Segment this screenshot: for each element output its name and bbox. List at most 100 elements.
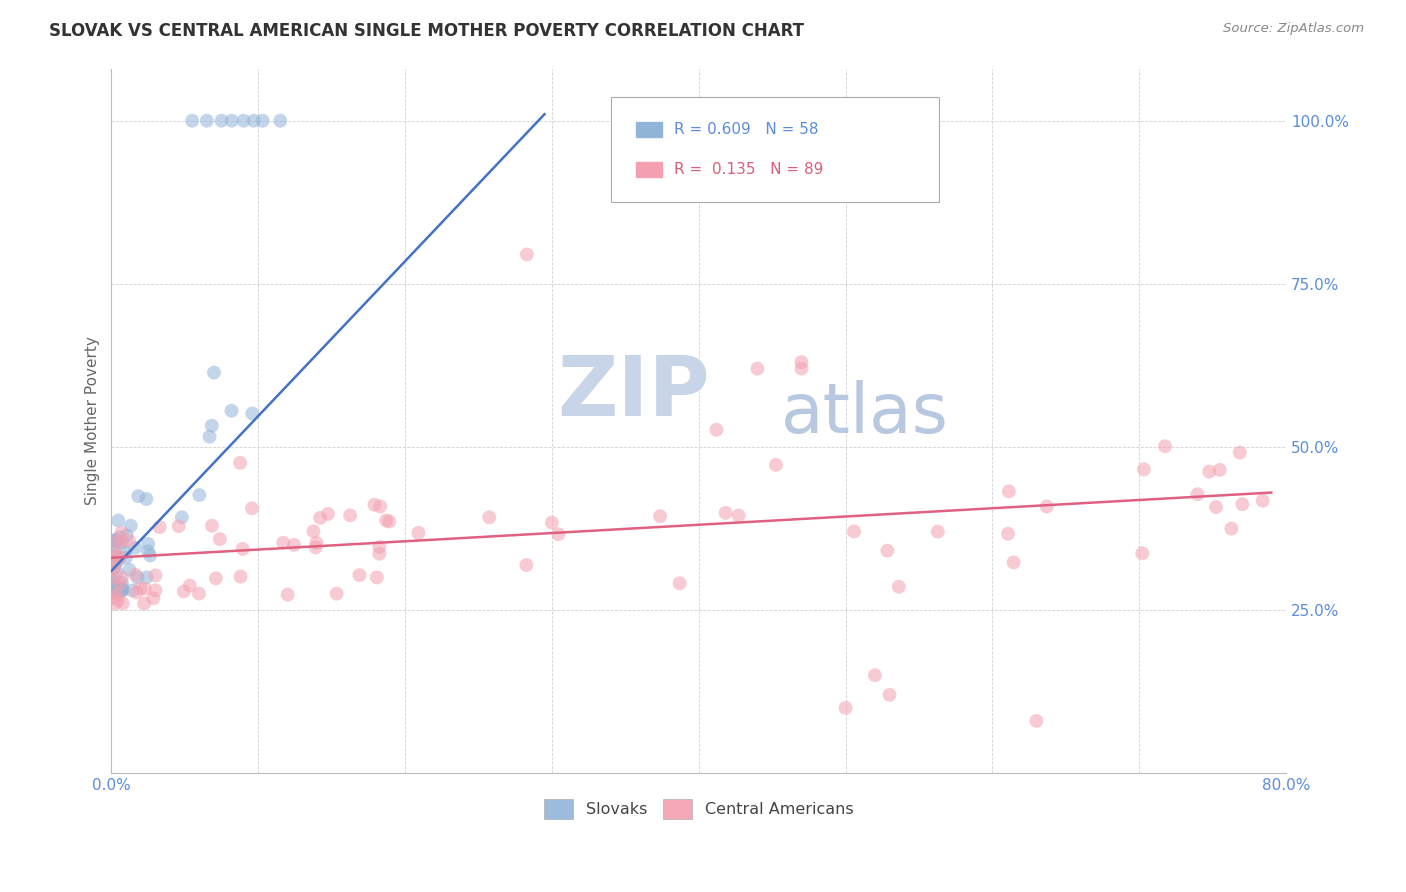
FancyBboxPatch shape — [610, 96, 939, 202]
Point — [1205, 500, 1227, 514]
Point — [876, 543, 898, 558]
Point — [104, 555, 127, 569]
Point — [887, 580, 910, 594]
Point — [104, 579, 127, 593]
Point — [108, 577, 131, 591]
Point — [114, 545, 136, 559]
Point — [727, 508, 749, 523]
Text: Source: ZipAtlas.com: Source: ZipAtlas.com — [1223, 22, 1364, 36]
Point — [105, 588, 128, 602]
Point — [243, 113, 266, 128]
Point — [181, 113, 204, 128]
Point — [188, 488, 211, 502]
Point — [136, 537, 159, 551]
Point — [252, 113, 274, 128]
Point — [127, 489, 149, 503]
Point — [1133, 462, 1156, 476]
Point — [305, 536, 328, 550]
Point — [136, 544, 159, 558]
Point — [1229, 445, 1251, 459]
Point — [790, 361, 813, 376]
Point — [103, 583, 125, 598]
Point — [105, 534, 128, 549]
Point — [179, 578, 201, 592]
Point — [229, 569, 252, 583]
Text: R = 0.609   N = 58: R = 0.609 N = 58 — [673, 122, 818, 136]
Point — [121, 583, 143, 598]
Point — [120, 518, 142, 533]
Point — [368, 500, 391, 514]
Point — [221, 113, 243, 128]
Point — [135, 570, 157, 584]
Point — [104, 597, 127, 611]
Point — [135, 491, 157, 506]
Point — [240, 407, 263, 421]
Point — [668, 576, 690, 591]
Point — [101, 573, 124, 587]
Point — [104, 533, 127, 547]
Point — [111, 582, 134, 596]
Point — [1154, 439, 1177, 453]
Point — [1130, 546, 1153, 560]
Point — [188, 586, 211, 600]
Point — [366, 570, 388, 584]
Point — [173, 584, 195, 599]
Point — [107, 593, 129, 607]
Point — [108, 583, 131, 598]
Point — [115, 528, 138, 542]
Point — [269, 113, 291, 128]
Point — [111, 575, 134, 590]
Point — [115, 550, 138, 565]
Point — [714, 506, 737, 520]
Point — [302, 524, 325, 539]
Point — [368, 540, 391, 554]
Point — [101, 542, 124, 557]
Point — [283, 538, 305, 552]
Point — [204, 571, 226, 585]
Text: atlas: atlas — [780, 380, 949, 447]
Point — [101, 574, 124, 589]
Point — [111, 583, 134, 598]
Point — [378, 515, 401, 529]
Point — [103, 557, 125, 571]
Point — [101, 549, 124, 563]
Point — [129, 582, 152, 596]
Point — [208, 532, 231, 546]
Point — [103, 561, 125, 575]
Point — [863, 668, 886, 682]
Point — [211, 113, 233, 128]
Point — [108, 550, 131, 565]
Point — [309, 511, 332, 525]
Point — [790, 355, 813, 369]
Point — [104, 554, 127, 568]
Point — [125, 585, 148, 599]
Point — [408, 525, 430, 540]
Point — [139, 549, 162, 563]
Point — [325, 587, 347, 601]
Point — [316, 507, 339, 521]
Point — [145, 583, 167, 598]
Point — [927, 524, 949, 539]
Point — [1220, 522, 1243, 536]
Bar — [637, 162, 662, 178]
Point — [1025, 714, 1047, 728]
Point — [107, 553, 129, 567]
Bar — [637, 121, 662, 137]
Point — [118, 534, 141, 549]
Point — [105, 534, 128, 549]
Point — [765, 458, 787, 472]
Point — [368, 547, 391, 561]
Point — [1198, 465, 1220, 479]
Point — [110, 525, 132, 540]
Point — [232, 541, 254, 556]
Point — [101, 561, 124, 575]
Point — [339, 508, 361, 523]
Point — [1187, 487, 1209, 501]
Point — [145, 568, 167, 582]
Point — [363, 498, 385, 512]
Point — [142, 591, 165, 606]
Point — [111, 535, 134, 549]
Point — [515, 558, 537, 572]
Point — [103, 591, 125, 605]
Point — [105, 566, 128, 580]
